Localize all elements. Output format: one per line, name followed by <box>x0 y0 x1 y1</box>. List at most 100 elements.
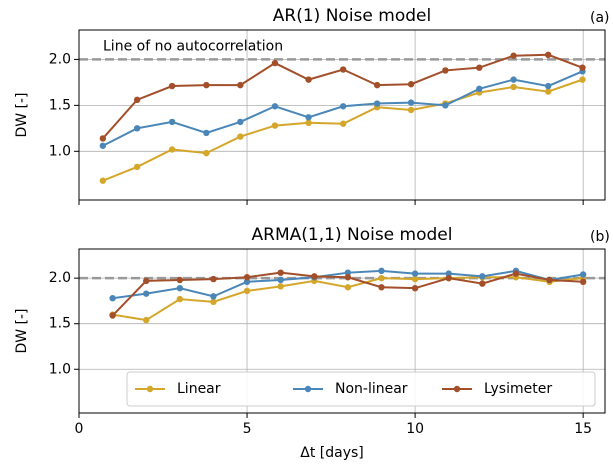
point <box>579 76 586 83</box>
point <box>109 295 116 302</box>
point <box>271 59 279 67</box>
chart-title: AR(1) Noise model <box>273 6 431 26</box>
point <box>133 125 141 132</box>
point <box>143 277 150 285</box>
point <box>544 88 552 95</box>
point <box>479 280 486 287</box>
point <box>479 273 486 280</box>
y-tick-label: 1.0 <box>49 361 71 377</box>
y-tick-label: 2.0 <box>49 51 71 67</box>
point <box>305 119 312 127</box>
point <box>544 82 552 90</box>
point <box>373 100 381 107</box>
point <box>99 177 107 184</box>
legend-label: Non-linear <box>335 381 408 397</box>
point <box>176 295 184 303</box>
point <box>378 284 385 291</box>
point <box>339 120 347 127</box>
point <box>99 135 107 142</box>
point <box>168 146 176 153</box>
legend-label: Lysimeter <box>484 381 552 397</box>
point <box>305 114 312 121</box>
chart-title: ARMA(1,1) Noise model <box>252 225 453 245</box>
y-axis-label: DW [-] <box>14 308 30 353</box>
point <box>579 64 586 71</box>
point <box>476 85 483 93</box>
point <box>378 267 385 275</box>
legend-label: Linear <box>177 381 221 397</box>
point <box>203 81 210 89</box>
point <box>277 269 284 276</box>
point <box>407 99 415 106</box>
panel-label: (a) <box>590 10 610 26</box>
legend-marker <box>146 385 154 393</box>
point <box>176 276 184 284</box>
point <box>243 274 251 281</box>
point <box>311 273 318 280</box>
point <box>271 103 279 110</box>
point <box>271 122 279 129</box>
panel-label: (b) <box>590 229 610 245</box>
x-tick-label: 5 <box>243 421 252 437</box>
point <box>510 52 517 59</box>
plot-frame <box>78 29 606 201</box>
point <box>411 284 419 292</box>
point <box>237 133 244 140</box>
series-line <box>112 276 584 322</box>
point <box>210 275 217 283</box>
point <box>344 274 352 281</box>
point <box>510 83 517 91</box>
point <box>579 271 587 278</box>
point <box>176 284 184 292</box>
point <box>339 66 347 73</box>
point <box>442 67 449 74</box>
y-tick-label: 1.0 <box>49 143 71 159</box>
point <box>203 129 210 137</box>
point <box>237 118 244 126</box>
point <box>510 76 517 83</box>
point <box>445 270 452 277</box>
point <box>407 81 415 88</box>
point <box>109 312 116 319</box>
point <box>512 270 520 277</box>
series-line <box>102 78 583 182</box>
point <box>243 287 251 295</box>
point <box>99 142 107 149</box>
x-tick-label: 10 <box>406 421 424 437</box>
x-tick-label: 0 <box>75 421 84 437</box>
point <box>243 278 251 285</box>
point <box>476 64 483 71</box>
point <box>546 276 553 284</box>
point <box>203 149 210 157</box>
point <box>579 278 587 285</box>
legend-marker <box>453 385 461 393</box>
point <box>143 290 150 297</box>
legend-marker <box>304 385 312 393</box>
point <box>442 102 449 109</box>
point <box>339 103 347 110</box>
point <box>378 274 385 282</box>
point <box>143 316 150 324</box>
point <box>373 81 381 89</box>
x-axis-label: Δt [days] <box>300 445 364 461</box>
point <box>544 51 552 59</box>
point <box>277 283 284 290</box>
point <box>445 274 452 282</box>
point <box>168 82 176 90</box>
point <box>344 269 352 276</box>
point <box>237 81 244 89</box>
point <box>407 106 415 114</box>
x-tick-label: 15 <box>574 421 592 437</box>
point <box>277 276 284 284</box>
point <box>210 293 217 300</box>
y-tick-label: 2.0 <box>49 270 71 286</box>
annotation: Line of no autocorrelation <box>103 38 283 54</box>
point <box>305 76 312 83</box>
point <box>133 96 141 104</box>
y-tick-label: 1.5 <box>49 97 71 113</box>
point <box>168 118 176 126</box>
y-axis-label: DW [-] <box>14 92 30 137</box>
point <box>133 163 141 171</box>
legend: Linear Non-linear Lysimeter <box>126 371 596 407</box>
